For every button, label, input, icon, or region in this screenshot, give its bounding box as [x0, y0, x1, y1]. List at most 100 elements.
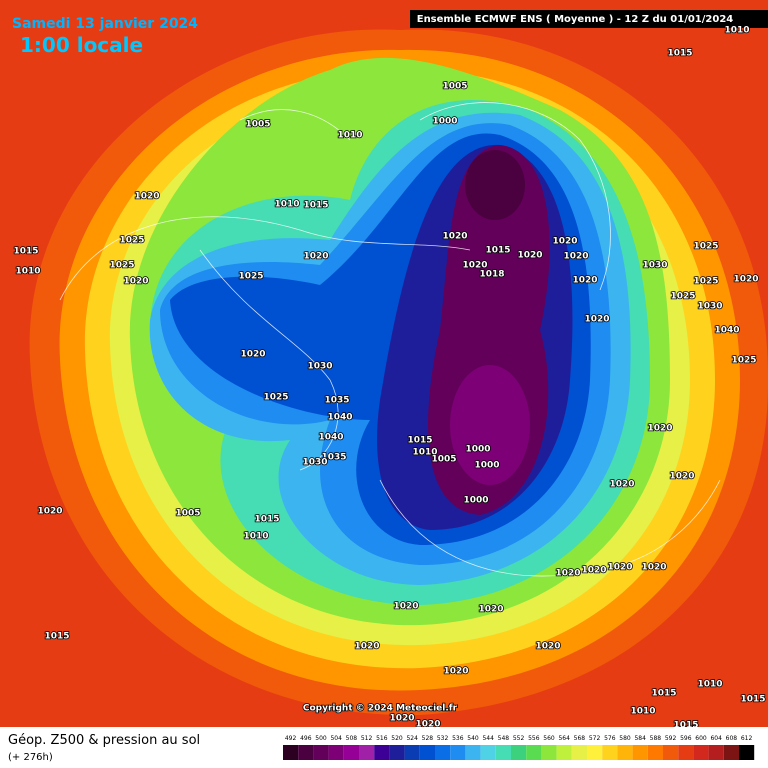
colorbar-label: 536	[452, 735, 464, 742]
isobar-label: 1020	[581, 566, 606, 576]
colorbar-label: 592	[665, 735, 677, 742]
colorbar-label: 584	[634, 735, 646, 742]
colorbar-swatch	[465, 745, 481, 760]
colorbar-swatch	[723, 745, 739, 760]
colorbar-label: 524	[406, 735, 418, 742]
colorbar-swatch	[283, 745, 299, 760]
isobar-label: 1015	[254, 515, 279, 525]
isobar-label: 1020	[393, 602, 418, 612]
isobar-label: 1030	[307, 362, 332, 372]
colorbar-swatch	[298, 745, 314, 760]
model-banner	[410, 10, 768, 28]
colorbar-swatch	[602, 745, 618, 760]
colorbar-swatch	[708, 745, 724, 760]
isobar-label: 1010	[243, 532, 268, 542]
colorbar-swatch	[404, 745, 420, 760]
isobar-label: 1020	[607, 563, 632, 573]
isobar-label: 1020	[37, 507, 62, 517]
isobar-label: 1025	[693, 242, 718, 252]
isobar-label: 1010	[697, 680, 722, 690]
colorbar-label: 500	[315, 735, 327, 742]
colorbar-swatch	[480, 745, 496, 760]
isobar-label: 1020	[641, 563, 666, 573]
isobar-label: 1020	[389, 714, 414, 724]
isobar-label: 1000	[465, 445, 490, 455]
isobar-labels: 1015 1005 1005 1010 1000 1020 1010 1015 1025 1015…	[13, 25, 767, 732]
colorbar-label: 580	[619, 735, 631, 742]
isobar-label: 1005	[442, 82, 467, 92]
colorbar-label: 552	[513, 735, 525, 742]
isobar-label: 1030	[302, 458, 327, 468]
isobar-label: 1015	[303, 201, 328, 211]
date-label: Samedi 13 janvier 2024	[12, 16, 198, 32]
colorbar-label: 568	[574, 735, 586, 742]
colorbar-swatch	[359, 745, 375, 760]
colorbar-label: 548	[498, 735, 510, 742]
colorbar-label: 508	[346, 735, 358, 742]
isobar-label: 1020	[584, 315, 609, 325]
colorbar-label: 588	[650, 735, 662, 742]
isobar-label: 1015	[485, 246, 510, 256]
colorbar-swatch	[374, 745, 390, 760]
colorbar-label: 520	[391, 735, 403, 742]
isobar-label: 1040	[714, 326, 739, 336]
colorbar-label: 540	[467, 735, 479, 742]
isobar-label: 1040	[327, 413, 352, 423]
colorbar-swatch	[739, 745, 755, 760]
isobar-label: 1020	[442, 232, 467, 242]
colorbar-label: 504	[330, 735, 342, 742]
colorbar-swatch	[632, 745, 648, 760]
colorbar-label: 604	[710, 735, 722, 742]
colorbar-swatch	[571, 745, 587, 760]
colorbar-swatch	[435, 745, 451, 760]
isobar-label: 1020	[134, 192, 159, 202]
isobar-label: 1030	[697, 302, 722, 312]
isobar-label: 1015	[407, 436, 432, 446]
colorbar-label: 492	[285, 735, 297, 742]
isobar-label: 1005	[175, 509, 200, 519]
colorbar-label: 612	[741, 735, 753, 742]
colorbar-swatch	[587, 745, 603, 760]
isobar-label: 1025	[693, 277, 718, 287]
colorbar-swatch	[450, 745, 466, 760]
colorbar-label: 600	[695, 735, 707, 742]
model-label: Ensemble ECMWF ENS ( Moyenne ) - 12 Z du…	[417, 14, 734, 25]
isobar-label: 1020	[478, 605, 503, 615]
colorbar-swatch	[541, 745, 557, 760]
isobar-label: 1020	[552, 237, 577, 247]
isobar-label: 1015	[44, 632, 69, 642]
isobar-label: 1020	[647, 424, 672, 434]
colorbar-swatch	[419, 745, 435, 760]
colorbar-label: 596	[680, 735, 692, 742]
colorbar-swatch	[313, 745, 329, 760]
colorbar-swatch	[389, 745, 405, 760]
isobar-label: 1020	[555, 569, 580, 579]
isobar-label: 1040	[318, 433, 343, 443]
isobar-label: 1005	[431, 455, 456, 465]
isobar-label: 1010	[337, 131, 362, 141]
isobar-label: 1020	[572, 276, 597, 286]
colorbar-swatch	[678, 745, 694, 760]
isobar-label: 1015	[651, 689, 676, 699]
isobar-label: 1020	[609, 480, 634, 490]
colorbar-swatch	[693, 745, 709, 760]
isobar-label: 1010	[274, 200, 299, 210]
colorbar-label: 544	[482, 735, 494, 742]
copyright: Copyright © 2024 Meteociel.fr	[303, 704, 458, 714]
isobar-label: 1010	[630, 707, 655, 717]
colorbar-swatch	[511, 745, 527, 760]
colorbar-label: 560	[543, 735, 555, 742]
colorbar-swatch	[526, 745, 542, 760]
isobar-label: 1015	[13, 247, 38, 257]
footer-lead: (+ 276h)	[8, 752, 53, 763]
isobar-label: 1015	[667, 49, 692, 59]
isobar-label: 1025	[731, 356, 756, 366]
footer-title: Géop. Z500 & pression au sol	[8, 733, 200, 748]
isobar-label: 1015	[740, 695, 765, 705]
colorbar-label: 572	[589, 735, 601, 742]
isobar-label: 1020	[240, 350, 265, 360]
isobar-label: 1020	[123, 277, 148, 287]
colorbar-label: 608	[726, 735, 738, 742]
colorbar-swatch	[328, 745, 344, 760]
